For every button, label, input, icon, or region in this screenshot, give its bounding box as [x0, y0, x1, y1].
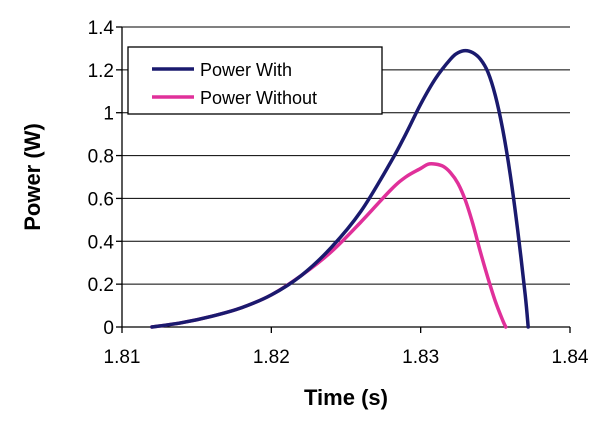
- y-tick-label: 0.2: [88, 275, 114, 296]
- y-tick-labels: 0 0.2 0.4 0.6 0.8 1 1.2 1.4: [88, 18, 115, 339]
- x-tick-label: 1.82: [253, 347, 290, 368]
- y-tick-label: 1.2: [88, 61, 114, 82]
- y-tick-label: 0.6: [88, 189, 114, 210]
- series-lines: [150, 48, 530, 329]
- x-axis-title: Time (s): [304, 385, 388, 410]
- legend: Power With Power Without: [127, 46, 383, 115]
- legend-label-power-without: Power Without: [200, 88, 317, 108]
- x-tick-labels: 1.81 1.82 1.83 1.84: [104, 347, 589, 368]
- y-tick-label: 0.8: [88, 147, 114, 168]
- series-line-power-without: [150, 161, 508, 329]
- x-tick-label: 1.81: [104, 347, 141, 368]
- y-tick-label: 1.4: [88, 18, 115, 39]
- y-tick-label: 0.4: [88, 232, 115, 253]
- y-tick-label: 1: [103, 104, 114, 125]
- x-tick-label: 1.84: [552, 347, 589, 368]
- x-tick-label: 1.83: [402, 347, 439, 368]
- legend-label-power-with: Power With: [200, 60, 292, 80]
- y-axis-title: Power (W): [20, 123, 45, 231]
- axes: [116, 26, 571, 333]
- series-line-power-with: [150, 48, 530, 329]
- legend-box: [127, 46, 383, 115]
- y-tick-label: 0: [103, 318, 114, 339]
